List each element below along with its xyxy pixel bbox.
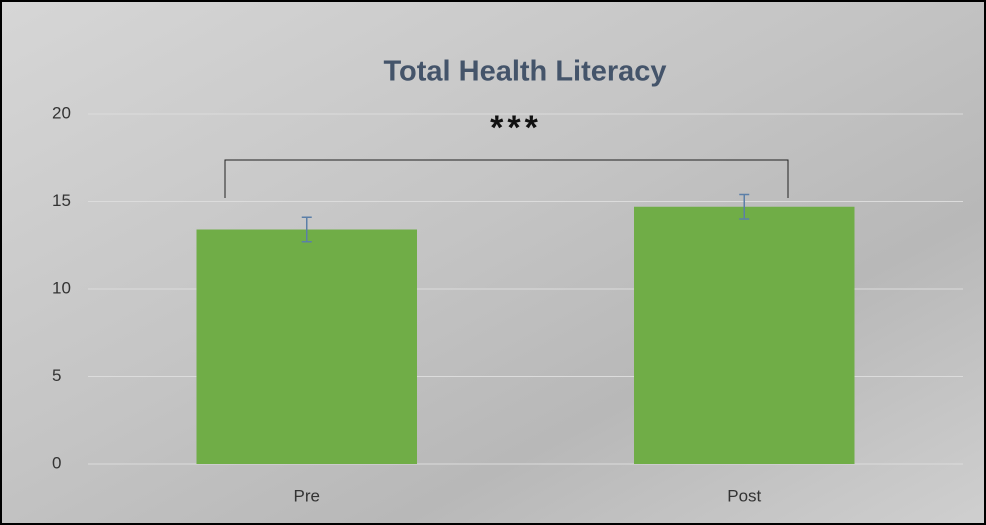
- error-bar: [739, 193, 750, 220]
- chart-title: Total Health Literacy: [383, 56, 666, 88]
- y-tick-label: 5: [52, 366, 61, 385]
- error-bar: [301, 216, 312, 243]
- y-tick-label: 0: [52, 453, 61, 472]
- y-tick-label: 10: [52, 278, 71, 297]
- significance-annotation: ***: [490, 109, 542, 147]
- bar: [196, 229, 417, 464]
- bar: [634, 206, 855, 464]
- x-tick-label: Pre: [294, 486, 320, 505]
- x-tick-label: Post: [727, 486, 761, 505]
- y-tick-label: 15: [52, 191, 71, 210]
- significance-bracket: [224, 159, 789, 198]
- y-tick-label: 20: [52, 103, 71, 122]
